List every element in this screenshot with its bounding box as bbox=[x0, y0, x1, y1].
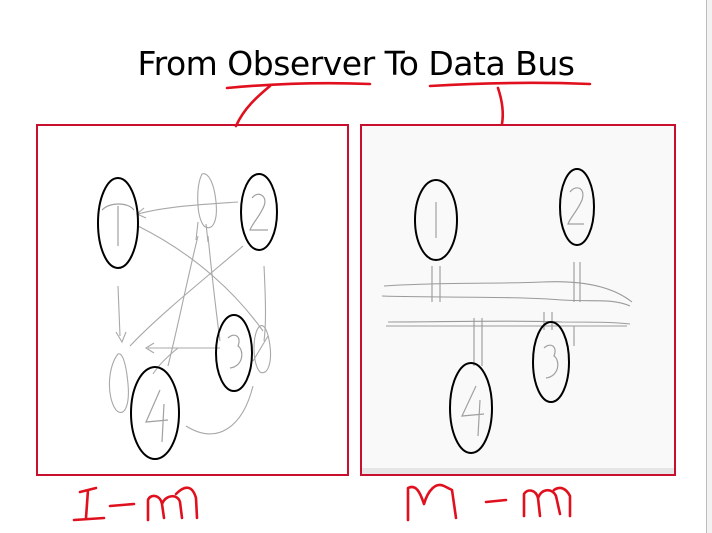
caption-1m-m bbox=[146, 486, 199, 522]
node-1-circle bbox=[414, 179, 458, 261]
arrow-2-to-3 bbox=[263, 265, 267, 342]
caption-mm-dash bbox=[484, 498, 508, 504]
node-2-digit bbox=[249, 193, 268, 231]
arrow-1-to-3 bbox=[137, 225, 264, 332]
observer-diagram-panel: 1 bbox=[36, 124, 349, 476]
node-4-digit bbox=[461, 385, 485, 437]
arrow-faint bbox=[152, 347, 179, 375]
data-bus-diagram bbox=[381, 168, 633, 454]
caption-1m-dash bbox=[108, 502, 136, 508]
databus-underline bbox=[428, 81, 592, 88]
scroll-edge bbox=[706, 0, 712, 533]
node-4-circle bbox=[130, 366, 180, 460]
arrow-obs-to-4 bbox=[167, 235, 199, 367]
observer-ghost-node bbox=[197, 173, 217, 229]
databus-pointer bbox=[496, 86, 505, 126]
node-4-circle bbox=[449, 362, 493, 454]
slide-title: From Observer To Data Bus bbox=[137, 44, 575, 83]
bus-tap-1 bbox=[431, 266, 441, 302]
bus-line-bottom bbox=[387, 320, 631, 325]
node-1-circle bbox=[97, 177, 139, 269]
bus-line-top bbox=[383, 281, 633, 303]
observer-pointer bbox=[234, 84, 272, 128]
node-1-digit bbox=[101, 203, 135, 211]
arrow-4-to-3 bbox=[185, 385, 254, 435]
node-3-circle bbox=[215, 314, 253, 392]
node-2-digit bbox=[567, 187, 584, 225]
bus-tap-3 bbox=[543, 312, 553, 330]
panel-bottom-strip bbox=[362, 468, 674, 474]
ghost-node bbox=[108, 353, 129, 413]
arrowhead bbox=[144, 342, 155, 354]
observer-ghost-stem bbox=[195, 221, 209, 243]
node-3-digit bbox=[543, 344, 559, 379]
observer-diagram: 1 bbox=[38, 126, 278, 460]
node-label: 1 bbox=[38, 126, 47, 130]
caption-mm-m1 bbox=[406, 483, 458, 522]
node-2-circle bbox=[240, 173, 278, 251]
observer-underline bbox=[225, 81, 372, 90]
arrow-faint bbox=[252, 335, 269, 362]
ghost-node bbox=[253, 325, 272, 374]
node-4-digit bbox=[145, 389, 169, 443]
bus-line-top-2 bbox=[381, 295, 631, 307]
bus-tap-2 bbox=[573, 262, 581, 302]
caption-1m-digit bbox=[72, 486, 106, 522]
caption-mm-m2 bbox=[522, 486, 572, 518]
bus-tap-4 bbox=[473, 318, 483, 366]
arrow-2-to-1 bbox=[137, 201, 239, 215]
node-3-circle bbox=[532, 321, 570, 403]
node-3-digit bbox=[227, 334, 243, 369]
arrow-1-down bbox=[117, 285, 121, 337]
arrow-obs-to-3 bbox=[207, 235, 221, 342]
data-bus-diagram-panel bbox=[360, 124, 676, 476]
arrowhead bbox=[115, 331, 127, 344]
node-2-circle bbox=[559, 168, 595, 246]
